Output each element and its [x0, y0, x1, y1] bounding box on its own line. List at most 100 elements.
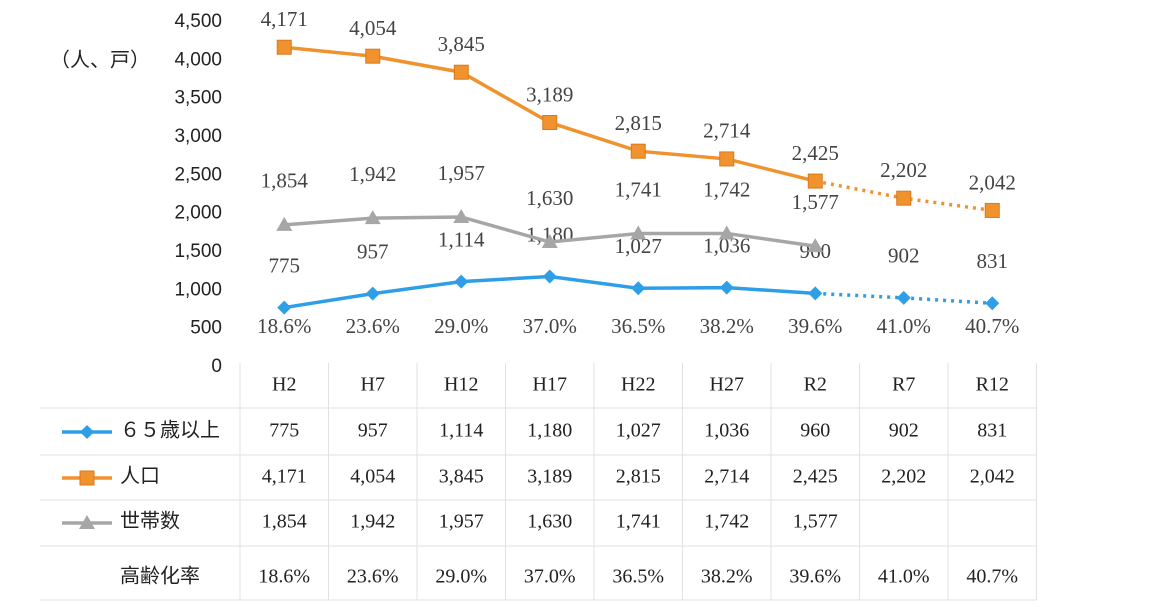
table-cell: 38.2%: [701, 566, 753, 588]
table-cell: 957: [358, 420, 388, 442]
table-cell: 1,180: [527, 420, 572, 442]
marker: [719, 151, 735, 167]
table-cell: 39.6%: [789, 566, 841, 588]
table-cell: 831: [977, 420, 1007, 442]
data-label: 831: [977, 249, 1009, 273]
table-cell: 2,815: [616, 466, 661, 488]
table-cell: 2,202: [881, 466, 926, 488]
marker: [365, 286, 380, 301]
marker: [984, 202, 1000, 218]
table-cell: 29.0%: [435, 566, 487, 588]
y-tick-label: 2,500: [174, 164, 222, 185]
marker: [630, 143, 646, 159]
rate-label: 29.0%: [434, 314, 488, 338]
y-tick-label: 3,500: [174, 88, 222, 109]
marker: [453, 64, 469, 80]
table-cell: 2,714: [704, 466, 749, 488]
table-cell: 23.6%: [347, 566, 399, 588]
marker: [276, 216, 293, 231]
table-cell: 37.0%: [524, 566, 576, 588]
table-cell: 4,171: [262, 466, 307, 488]
marker: [454, 274, 469, 289]
x-tick-label: H22: [621, 374, 655, 396]
data-label: 3,189: [526, 82, 573, 106]
marker: [719, 280, 734, 295]
x-tick-label: H7: [361, 374, 385, 396]
data-label: 2,714: [703, 119, 751, 143]
marker: [453, 208, 470, 223]
y-tick-label: 0: [211, 356, 222, 377]
marker: [896, 190, 912, 206]
rate-label: 39.6%: [788, 314, 842, 338]
data-label: 1,741: [615, 177, 662, 201]
table-cell: 1,114: [439, 420, 483, 442]
marker: [277, 300, 292, 315]
rate-label: 41.0%: [877, 314, 931, 338]
legend-label: 高齢化率: [120, 565, 200, 588]
data-label: 2,425: [792, 141, 839, 165]
table-cell: 1,630: [527, 511, 572, 533]
table-cell: 3,189: [527, 466, 572, 488]
x-tick-label: H2: [272, 374, 296, 396]
marker: [364, 210, 381, 225]
rate-label: 40.7%: [965, 314, 1019, 338]
table-cell: 2,042: [970, 466, 1015, 488]
legend-label: 人口: [120, 465, 160, 488]
marker: [542, 115, 558, 131]
table-cell: 3,845: [439, 466, 484, 488]
marker: [79, 470, 95, 486]
table-cell: 1,036: [704, 420, 749, 442]
table-cell: 1,741: [616, 511, 661, 533]
data-label: 2,042: [969, 170, 1016, 194]
marker: [365, 48, 381, 64]
rate-label: 36.5%: [611, 314, 665, 338]
table-cell: 1,957: [439, 511, 484, 533]
table-cell: 18.6%: [258, 566, 310, 588]
data-label: 1,742: [703, 177, 750, 201]
data-label: 1,114: [438, 227, 485, 251]
table-cell: 902: [889, 420, 919, 442]
rate-label: 37.0%: [523, 314, 577, 338]
data-label: 1,577: [792, 190, 839, 214]
data-label: 3,845: [438, 32, 485, 56]
marker: [542, 269, 557, 284]
y-tick-label: 3,000: [174, 126, 222, 147]
marker: [718, 225, 735, 240]
y-tick-label: 2,000: [174, 203, 222, 224]
rate-label: 38.2%: [700, 314, 754, 338]
marker: [807, 238, 824, 253]
data-label: 4,171: [261, 7, 308, 31]
y-axis-label: （人、戸）: [50, 49, 150, 72]
legend-label: ６５歳以上: [120, 419, 220, 442]
x-tick-label: H17: [533, 374, 567, 396]
table-cell: 1,942: [350, 511, 395, 533]
table-cell: 40.7%: [966, 566, 1018, 588]
y-tick-label: 1,500: [174, 241, 222, 262]
x-tick-label: R7: [892, 374, 915, 396]
data-label: 1,854: [261, 169, 309, 193]
table-cell: 1,742: [704, 511, 749, 533]
marker: [276, 39, 292, 55]
legend-label: 世帯数: [120, 510, 180, 533]
y-tick-label: 4,500: [174, 11, 222, 32]
data-label: 4,054: [349, 16, 397, 40]
y-tick-label: 500: [190, 318, 222, 339]
data-label: 1,942: [349, 162, 396, 186]
table-cell: 41.0%: [878, 566, 930, 588]
marker: [630, 225, 647, 240]
rate-label: 23.6%: [346, 314, 400, 338]
marker: [807, 173, 823, 189]
x-tick-label: R12: [976, 374, 1009, 396]
table-cell: 2,425: [793, 466, 838, 488]
marker: [631, 281, 646, 296]
data-label: 775: [269, 253, 301, 277]
marker: [79, 515, 95, 529]
table-cell: 4,054: [350, 466, 395, 488]
data-label: 2,815: [615, 111, 662, 135]
marker: [808, 286, 823, 301]
table-cell: 1,027: [616, 420, 661, 442]
x-tick-label: H12: [444, 374, 478, 396]
marker: [985, 296, 1000, 311]
y-tick-label: 1,000: [174, 279, 222, 300]
